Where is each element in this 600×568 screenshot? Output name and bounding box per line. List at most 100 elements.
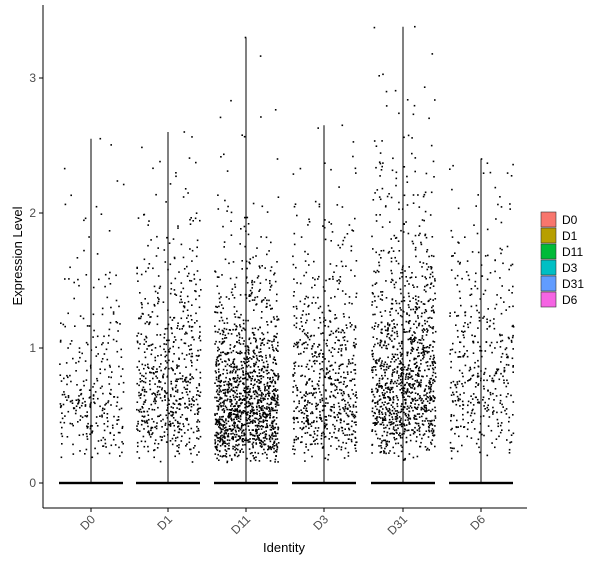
data-point	[268, 410, 270, 412]
data-point	[248, 300, 251, 302]
data-point	[120, 348, 122, 351]
data-point	[312, 360, 315, 363]
data-point	[343, 339, 346, 342]
data-point	[234, 422, 236, 424]
data-point	[330, 351, 332, 354]
data-point	[225, 429, 227, 431]
data-point	[478, 402, 481, 404]
data-point	[425, 430, 428, 432]
data-point	[269, 377, 271, 379]
data-point	[420, 381, 422, 384]
data-point	[477, 401, 479, 404]
data-point	[277, 378, 279, 381]
data-point	[469, 368, 472, 371]
data-point	[346, 371, 349, 373]
data-point	[95, 205, 98, 208]
data-point	[451, 400, 454, 402]
data-point	[377, 403, 379, 405]
data-point	[407, 304, 410, 306]
data-point	[390, 308, 392, 310]
data-point	[116, 180, 119, 182]
data-point	[343, 380, 345, 383]
data-point	[380, 169, 383, 171]
data-point	[221, 418, 224, 421]
data-point	[378, 161, 381, 163]
data-point	[299, 427, 302, 429]
data-point	[190, 359, 192, 362]
data-point	[508, 452, 511, 454]
data-point	[176, 407, 178, 409]
data-point	[383, 363, 386, 366]
data-point	[305, 391, 307, 393]
data-point	[477, 375, 480, 378]
data-point	[264, 436, 267, 438]
data-point	[246, 378, 249, 381]
data-point	[156, 315, 159, 318]
data-point	[260, 351, 262, 353]
data-point	[501, 429, 503, 431]
data-point	[426, 352, 429, 354]
data-point	[353, 341, 355, 344]
data-point	[104, 404, 106, 406]
data-point	[226, 439, 229, 441]
data-point	[227, 435, 230, 438]
data-point	[413, 417, 415, 419]
data-point	[246, 372, 248, 375]
data-point	[477, 384, 479, 386]
data-point	[325, 372, 328, 374]
data-point	[296, 387, 298, 389]
data-point	[137, 420, 139, 423]
data-point	[472, 340, 474, 343]
data-point	[175, 294, 178, 296]
data-point	[229, 347, 231, 350]
data-point	[349, 379, 351, 382]
data-point	[195, 354, 198, 357]
data-point	[394, 353, 397, 356]
data-point	[393, 234, 396, 237]
data-point	[136, 428, 138, 430]
data-point	[297, 341, 300, 344]
data-point	[180, 282, 183, 284]
data-point	[140, 333, 143, 335]
data-point	[397, 262, 400, 265]
data-point	[311, 411, 313, 413]
data-point	[484, 289, 487, 292]
data-point	[173, 341, 175, 343]
data-point	[140, 315, 142, 318]
data-point	[252, 332, 255, 334]
data-point	[419, 339, 422, 341]
data-point	[433, 176, 435, 178]
data-point	[484, 367, 487, 370]
data-point	[225, 328, 228, 331]
data-point	[274, 388, 277, 390]
data-point	[178, 428, 181, 431]
data-point	[325, 397, 327, 400]
data-point	[499, 424, 502, 427]
data-point	[156, 368, 158, 370]
data-point	[267, 377, 269, 379]
data-point	[240, 228, 242, 230]
data-point	[176, 389, 179, 391]
data-point	[354, 325, 357, 327]
data-point	[220, 431, 223, 433]
data-point	[343, 331, 346, 334]
data-point	[159, 397, 162, 399]
data-point	[266, 389, 268, 391]
data-point	[378, 445, 380, 447]
data-point	[262, 409, 264, 412]
data-point	[382, 408, 384, 410]
data-point	[224, 334, 227, 337]
data-point	[390, 260, 393, 263]
data-point	[266, 342, 269, 344]
data-point	[321, 361, 324, 363]
data-point	[425, 277, 427, 280]
data-point	[117, 416, 120, 418]
data-point	[258, 438, 260, 440]
data-point	[390, 379, 393, 381]
data-point	[277, 196, 280, 198]
data-point	[222, 331, 225, 333]
data-point	[342, 391, 345, 393]
data-point	[374, 322, 377, 324]
data-point	[400, 374, 403, 376]
x-tick-label-d11: D11	[228, 512, 253, 537]
